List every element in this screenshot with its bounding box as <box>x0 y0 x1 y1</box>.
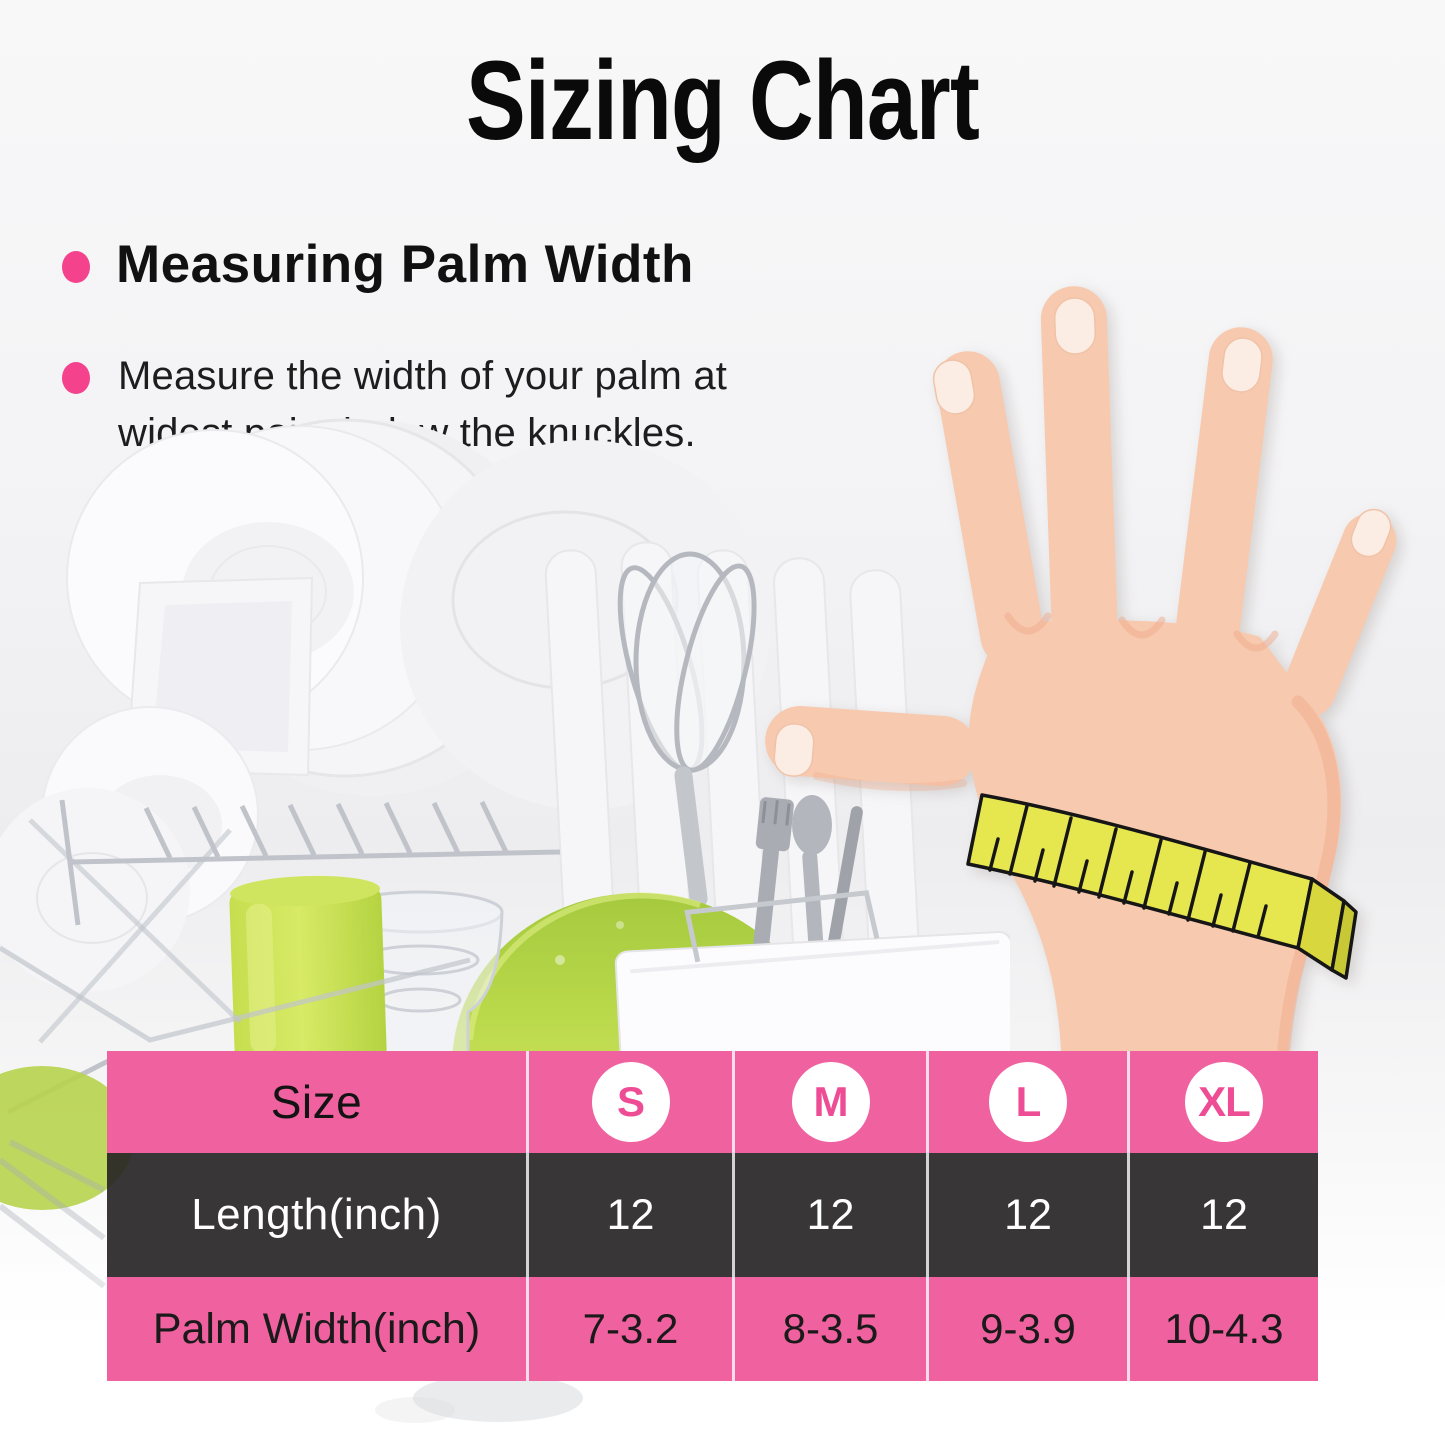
page-title: Sizing Chart <box>465 38 980 163</box>
drip-tray-shadow <box>375 1397 455 1423</box>
green-cup <box>229 875 387 1068</box>
length-row-label: Length(inch) <box>191 1190 442 1239</box>
utensil-caddy <box>614 890 1010 1079</box>
size-badge-m: M <box>791 1062 870 1142</box>
index-finger <box>935 351 1045 668</box>
palm-width-value-m: 8-3.5 <box>732 1277 926 1381</box>
sizing-table: Size S M L XL Length(inch) 12 12 12 12 P… <box>107 1051 1318 1381</box>
size-cell-s: S <box>526 1051 732 1153</box>
size-cell-m: M <box>732 1051 926 1153</box>
bullet-dot <box>62 251 90 283</box>
pinky-nail <box>1350 508 1392 558</box>
green-cup-back <box>0 1066 134 1210</box>
length-value-xl: 12 <box>1127 1153 1318 1277</box>
table-header-row: Size S M L XL <box>107 1051 1318 1153</box>
ring-nail <box>1221 337 1263 393</box>
size-header-label: Size <box>270 1076 363 1128</box>
size-badge-l: L <box>989 1062 1067 1142</box>
section-heading: Measuring Palm Width <box>116 235 694 294</box>
size-letter: S <box>616 1078 645 1125</box>
bullet-dot <box>62 362 90 394</box>
tape-dividers <box>1008 804 1252 933</box>
length-value-m: 12 <box>732 1153 926 1277</box>
palm-width-row-label: Palm Width(inch) <box>152 1304 481 1353</box>
thumb-nail <box>773 723 815 777</box>
size-badge-s: S <box>591 1062 670 1142</box>
size-letter: XL <box>1198 1078 1251 1125</box>
length-value-s: 12 <box>526 1153 732 1277</box>
ring-finger <box>1174 327 1273 671</box>
drip-tray-edge <box>413 1374 583 1422</box>
index-nail <box>932 359 976 415</box>
size-cell-xl: XL <box>1127 1051 1318 1153</box>
tape-ticks <box>988 837 1268 939</box>
length-value-l: 12 <box>926 1153 1127 1277</box>
size-cell-l: L <box>926 1051 1127 1153</box>
whisk <box>617 551 757 908</box>
instruction-line-1: Measure the width of your palm at <box>118 354 728 398</box>
palm-width-value-l: 9-3.9 <box>926 1277 1127 1381</box>
thumb <box>765 706 977 786</box>
hand-measuring-tape-illustration <box>765 286 1397 1052</box>
palm-width-value-xl: 10-4.3 <box>1127 1277 1318 1381</box>
pinky-finger <box>1281 513 1397 717</box>
fingernails <box>773 297 1392 777</box>
palm-width-row: Palm Width(inch) 7-3.2 8-3.5 9-3.9 10-4.… <box>107 1277 1318 1381</box>
measuring-tape <box>966 793 1358 980</box>
cutlery <box>750 795 863 976</box>
size-letter: L <box>1015 1078 1042 1125</box>
skin-shading <box>813 612 1341 1052</box>
middle-nail <box>1053 297 1097 355</box>
length-row: Length(inch) 12 12 12 12 <box>107 1153 1318 1277</box>
palm-width-value-s: 7-3.2 <box>526 1277 732 1381</box>
middle-finger <box>1040 286 1118 667</box>
size-badge-xl: XL <box>1185 1062 1263 1142</box>
size-letter: M <box>813 1078 849 1125</box>
